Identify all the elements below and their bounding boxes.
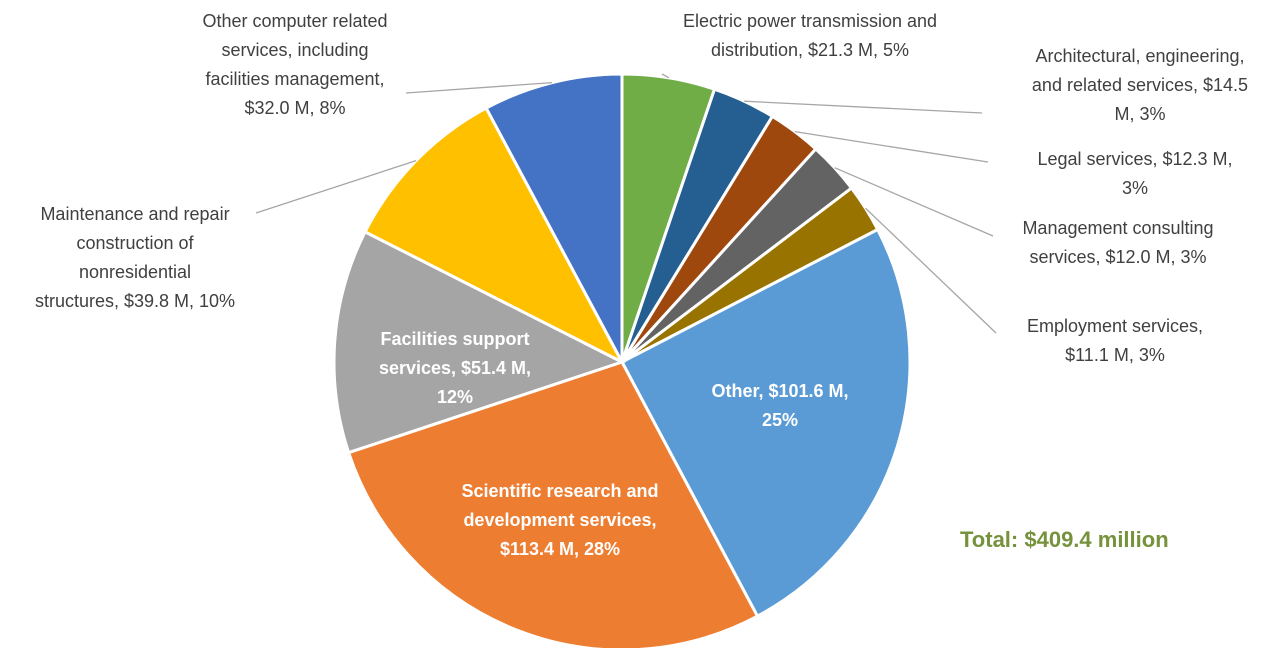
leader-line xyxy=(661,73,670,79)
data-label: Employment services, $11.1 M, 3% xyxy=(1027,316,1203,365)
data-label: Scientific research and development servi… xyxy=(461,481,658,559)
data-label: Electric power transmission and distribut… xyxy=(683,11,937,60)
pie-slice xyxy=(484,72,624,363)
data-label: Legal services, $12.3 M, 3% xyxy=(1037,149,1232,198)
total-annotation: Total: $409.4 million xyxy=(960,527,1169,552)
data-label: Other computer related services, includin… xyxy=(202,11,387,118)
leader-line xyxy=(744,100,983,114)
pie-slice xyxy=(619,227,912,619)
leader-line xyxy=(834,167,994,237)
pie-slice xyxy=(346,360,760,648)
pie-slice xyxy=(332,229,626,455)
data-label: Management consulting services, $12.0 M, … xyxy=(1022,218,1213,267)
leader-line xyxy=(255,160,417,214)
leader-line xyxy=(794,131,989,163)
data-label: Other, $101.6 M, 25% xyxy=(711,381,848,430)
data-label: Facilities support services, $51.4 M, 12% xyxy=(379,329,531,407)
leader-line xyxy=(865,207,997,334)
data-label: Maintenance and repair construction of non… xyxy=(35,204,235,311)
pie-slice xyxy=(363,106,626,366)
data-label: Architectural, engineering, and related s… xyxy=(1032,46,1248,124)
leader-line xyxy=(405,81,553,94)
